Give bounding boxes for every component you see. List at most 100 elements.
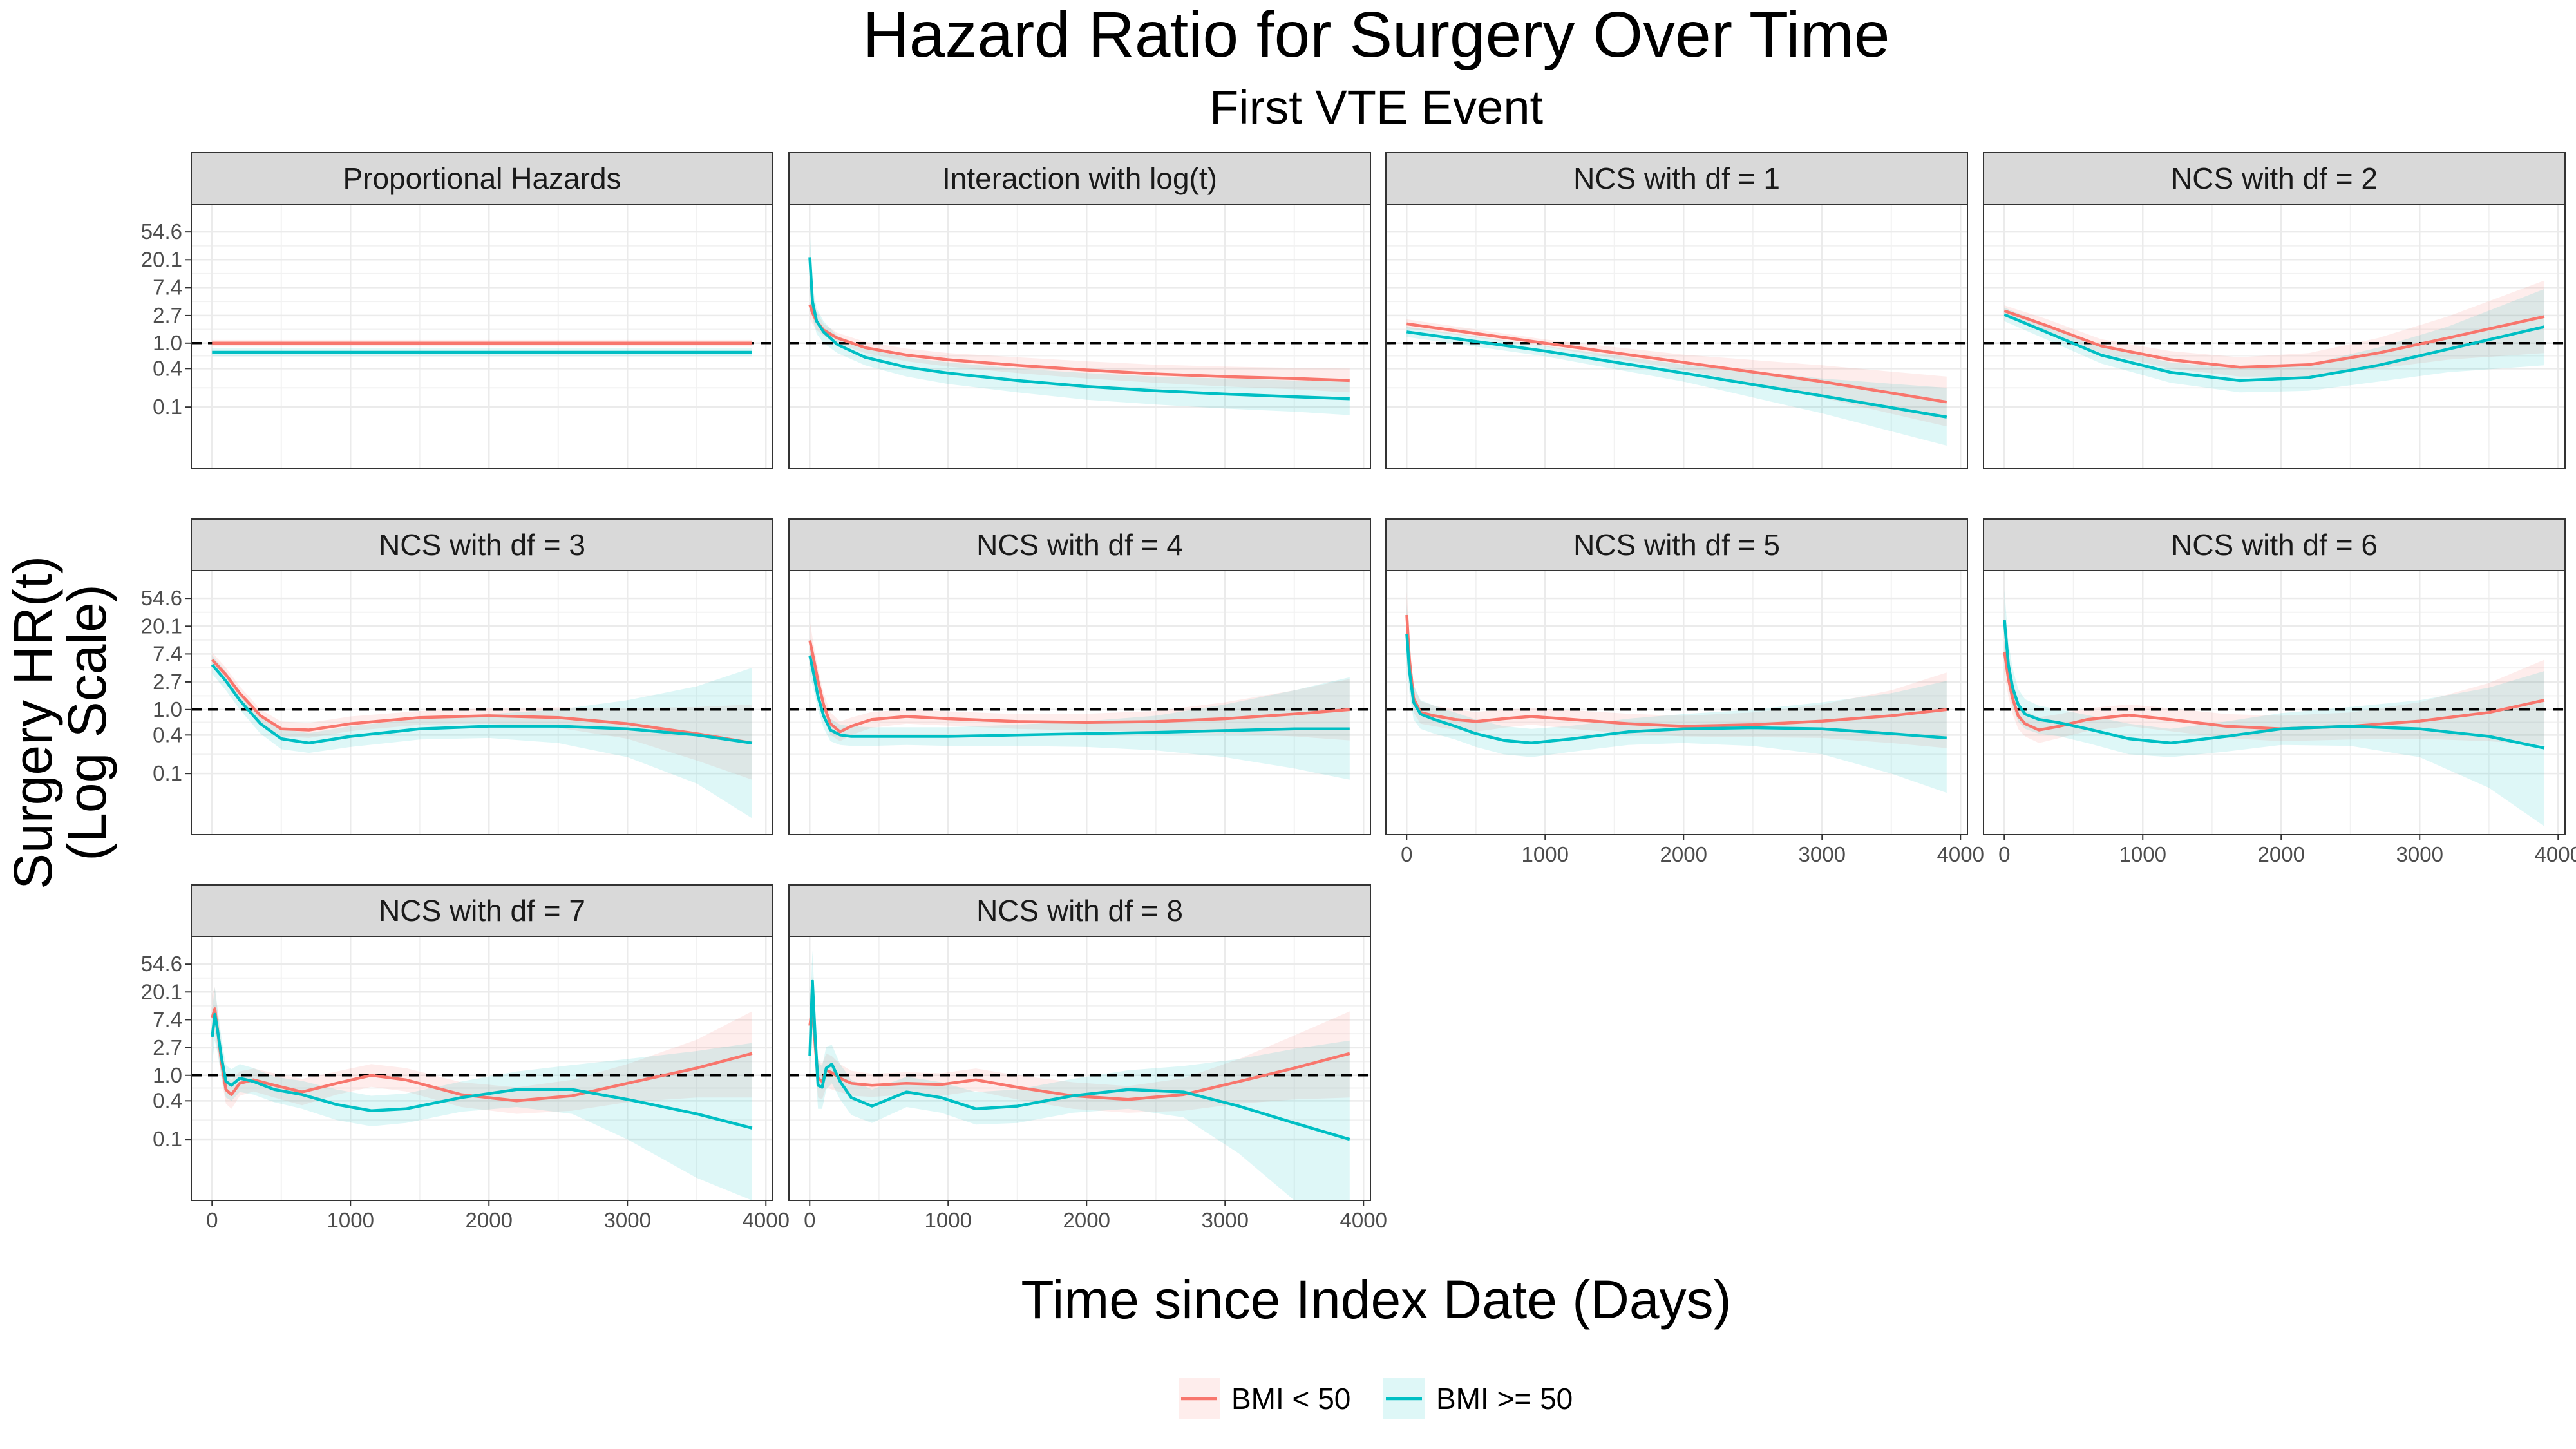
facet-strip-title: NCS with df = 6 [2171,528,2378,562]
panel-background [1386,571,1967,835]
facet-panel: NCS with df = 5 0 1000 2000 3000 4000 [1385,518,1984,866]
facet-strip-title: NCS with df = 2 [2171,162,2378,195]
series-line [2003,620,2545,750]
y-tick-label: 54.6 [141,586,182,610]
panel-background [789,936,1370,1200]
y-tick-label: 0.4 [153,1088,182,1112]
plot-area [191,652,773,819]
plot-area [789,950,1370,1200]
facet-strip [1983,152,2566,205]
y-tick-label: 54.6 [141,952,182,976]
y-tick-label: 0.1 [153,395,182,419]
x-tick-label: 3000 [604,1208,651,1232]
y-tick-label: 1.0 [153,697,182,721]
x-tick-label: 2000 [466,1208,513,1232]
facet-panel: NCS with df = 8 0 1000 2000 3000 4000 [788,884,1387,1232]
legend-label: BMI >= 50 [1436,1382,1573,1416]
legend-item: BMI < 50 [1179,1378,1350,1419]
x-tick-label: 1000 [1522,842,1569,866]
facet-strip-title: NCS with df = 8 [976,894,1183,927]
panel-border [788,570,1371,835]
facet-panel: Proportional Hazards 0.1 0.41.0 2.7 7.4 20.1 5… [141,152,773,469]
panel-border [788,936,1371,1201]
facet-panel: NCS with df = 4 [788,518,1371,835]
series-line [2003,651,2545,732]
y-tick-label: 7.4 [153,641,182,665]
panel-background [191,936,773,1200]
plot-area [1984,280,2565,393]
series-line [808,257,1350,401]
plot-area [1386,591,1967,793]
confidence-ribbon [810,636,1350,780]
panel-border [191,570,773,835]
series-line [211,663,753,745]
confidence-ribbon [2004,289,2544,393]
facet-strip [1983,518,2566,571]
facet-strip-title: NCS with df = 1 [1573,162,1780,195]
x-tick-label: 2000 [2258,842,2305,866]
x-tick-label: 1000 [925,1208,972,1232]
confidence-ribbon [810,979,1350,1113]
confidence-ribbon [212,655,752,819]
y-axis-label-line2: (Log Scale) [57,584,117,861]
panel-border [1385,570,1968,835]
gridlines [191,571,773,835]
x-tick-label: 4000 [1937,842,1984,866]
panel-border [1983,204,2566,469]
confidence-ribbon [810,290,1350,393]
x-tick-label: 4000 [2535,842,2576,866]
series-line [211,658,753,745]
y-tick-label: 1.0 [153,331,182,355]
series-line [2003,309,2545,369]
x-tick-label: 0 [206,1208,218,1232]
x-tick-label: 4000 [743,1208,790,1232]
facet-panel: Interaction with log(t) [788,152,1371,469]
plot-area [191,339,773,357]
series-line [808,655,1350,738]
y-tick-label: 7.4 [153,1007,182,1031]
panel-border [1983,570,2566,835]
x-tick-label: 2000 [1063,1208,1110,1232]
y-axis-label: Surgery HR(t) (Log Scale) [3,556,117,889]
gridlines [1984,204,2565,468]
x-tick-label: 2000 [1660,842,1707,866]
panel-border [191,204,773,469]
x-tick-label: 0 [804,1208,815,1232]
panel-background [789,571,1370,835]
chart-title: Hazard Ratio for Surgery Over Time [863,0,1890,71]
panel-background [789,204,1370,468]
plot-area [1386,319,1967,446]
x-tick-label: 1000 [2119,842,2166,866]
x-tick-label: 3000 [1799,842,1846,866]
y-tick-label: 2.7 [153,670,182,694]
y-tick-label: 20.1 [141,247,182,271]
legend: BMI < 50 BMI >= 50 [1179,1378,1573,1419]
series-line [808,979,1350,1141]
y-tick-label: 0.4 [153,356,182,380]
plot-area [789,621,1370,780]
gridlines [789,936,1370,1200]
panel-background [1984,571,2565,835]
facet-strip-title: NCS with df = 4 [976,528,1183,562]
gridlines [1386,571,1967,835]
facet-panel: NCS with df = 6 0 1000 2000 3000 4000 [1983,518,2576,866]
y-tick-label: 0.1 [153,1127,182,1151]
y-tick-label: 2.7 [153,303,182,327]
facet-panels: Proportional Hazards0.10.41.02.77.420.15… [141,152,2576,1232]
series-line [211,1012,753,1130]
facet-panel: NCS with df = 3 0.1 0.41.0 2.7 7.4 20.1 54.6 [141,518,773,835]
facet-strip-title: NCS with df = 7 [379,894,585,927]
confidence-ribbon [810,229,1350,415]
y-axis-label-line1: Surgery HR(t) [3,556,63,889]
x-tick-label: 3000 [2396,842,2443,866]
y-tick-label: 20.1 [141,980,182,1003]
series-line [808,640,1350,734]
legend-label: BMI < 50 [1231,1382,1350,1416]
series-line [2003,313,2545,383]
y-tick-label: 7.4 [153,275,182,299]
y-tick-label: 2.7 [153,1036,182,1059]
x-tick-label: 4000 [1340,1208,1387,1232]
facet-strip [1385,152,1968,205]
series-line [1406,322,1947,404]
gridlines [1386,204,1967,468]
